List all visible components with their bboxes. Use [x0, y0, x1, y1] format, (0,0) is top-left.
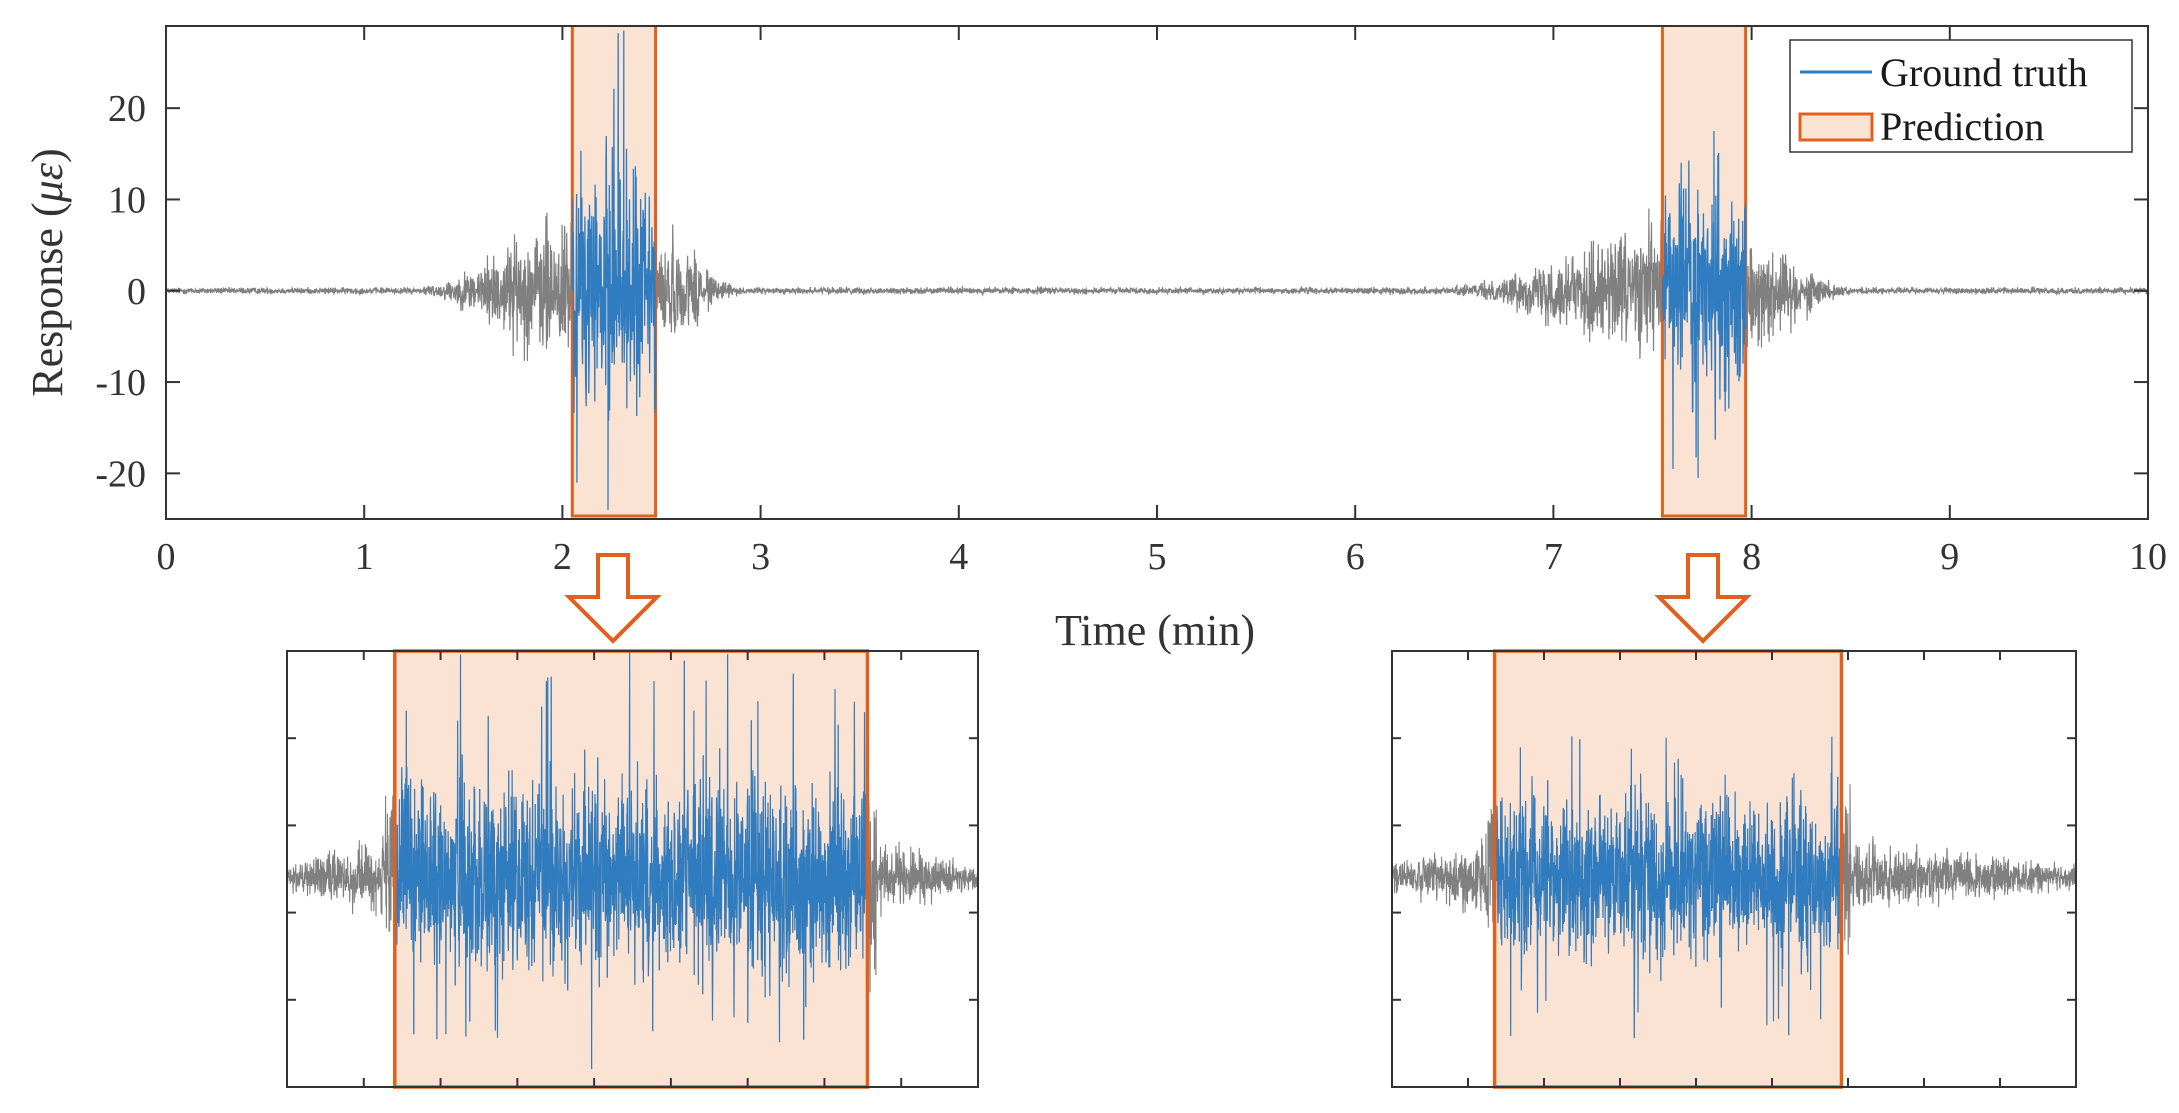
main-events	[570, 26, 1748, 518]
inset-frame-1	[286, 650, 979, 1088]
inset-ground-truth-2	[1494, 736, 1842, 1039]
y-axis-label-suffix: )	[23, 148, 72, 163]
zoom-arrow-2	[1654, 553, 1752, 644]
x-tick-label-6: 6	[1346, 536, 1365, 578]
zoom-arrows	[564, 553, 1752, 644]
y-tick-label-2: 0	[127, 271, 146, 313]
x-tick-label-1: 1	[355, 536, 374, 578]
y-tick-label-0: -20	[95, 453, 146, 495]
inset-ground-truth-1	[394, 652, 868, 1070]
x-tick-label-5: 5	[1148, 536, 1167, 578]
y-tick-label-3: 10	[108, 179, 146, 221]
zoom-insets	[286, 649, 2077, 1089]
main-plot: 0 1 2 3 4 5 6 7 8 9 10 -20 -10 0 10 20	[95, 25, 2167, 578]
inset-2	[1391, 649, 2077, 1089]
x-tick-label-2: 2	[553, 536, 572, 578]
y-axis-label-prefix: Response (	[23, 202, 72, 396]
y-axis-label-symbol: με	[23, 162, 72, 203]
main-y-ticks: -20 -10 0 10 20	[95, 88, 2148, 495]
inset-plot-area-1	[287, 651, 978, 1087]
zoom-arrow-1	[564, 553, 662, 644]
background-signal-line	[166, 30, 2148, 510]
x-tick-label-3: 3	[751, 536, 770, 578]
main-background-signal	[166, 30, 2148, 510]
x-tick-label-9: 9	[1940, 536, 1959, 578]
legend-prediction-swatch	[1798, 112, 1874, 142]
x-tick-label-10: 10	[2129, 536, 2167, 578]
inset-frame-2	[1391, 650, 2077, 1088]
inset-1	[286, 649, 979, 1089]
x-tick-label-7: 7	[1544, 536, 1563, 578]
x-tick-label-4: 4	[949, 536, 968, 578]
legend-prediction-label: Prediction	[1880, 104, 2044, 149]
inset-plot-area-2	[1392, 651, 2076, 1087]
y-axis-label: Response (με)	[23, 148, 72, 396]
legend-ground-truth-label: Ground truth	[1880, 50, 2088, 95]
ground-truth-line-1	[571, 30, 657, 510]
ground-truth-line-2	[1661, 130, 1747, 478]
x-tick-label-8: 8	[1742, 536, 1761, 578]
y-tick-label-4: 20	[108, 88, 146, 130]
main-x-ticks: 0 1 2 3 4 5 6 7 8 9 10	[157, 26, 2167, 578]
legend: Ground truth Prediction	[1789, 39, 2133, 153]
x-tick-label-0: 0	[157, 536, 176, 578]
x-axis-label: Time (min)	[1055, 606, 1255, 655]
y-tick-label-1: -10	[95, 362, 146, 404]
